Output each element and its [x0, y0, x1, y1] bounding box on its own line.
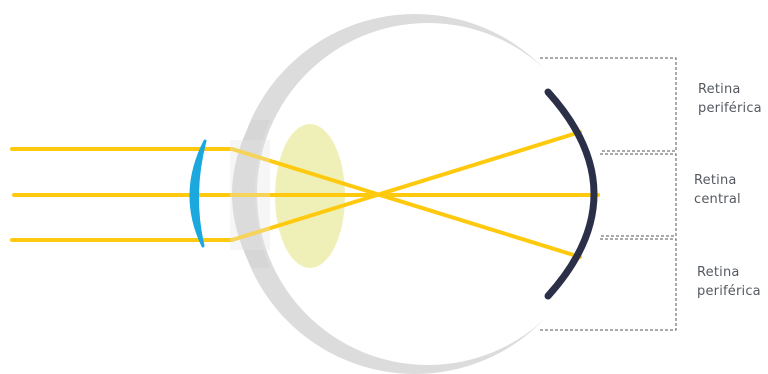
retina-region-markers: [540, 57, 677, 331]
light-rays: [10, 130, 600, 259]
marker-peripheral-top: [540, 57, 677, 152]
label-retina-central-line2: central: [694, 192, 741, 207]
marker-central: [600, 153, 677, 237]
label-retina-peripheral-bottom-line2: periférica: [697, 284, 761, 299]
label-retina-peripheral-top-line1: Retina: [698, 82, 741, 97]
label-retina-peripheral-top-line2: periférica: [698, 101, 762, 116]
contact-lens: [189, 139, 207, 248]
light-ray-bottom-refracted: [230, 130, 582, 242]
label-retina-central: Retina central: [694, 171, 768, 209]
label-retina-central-line1: Retina: [694, 173, 737, 188]
light-ray-top-refracted: [230, 147, 582, 259]
label-retina-peripheral-bottom: Retina periférica: [697, 263, 768, 301]
marker-peripheral-bottom: [540, 238, 677, 331]
label-retina-peripheral-top: Retina periférica: [698, 80, 768, 118]
retina: [544, 88, 598, 300]
label-retina-peripheral-bottom-line1: Retina: [697, 265, 740, 280]
lens-overlay: [230, 140, 270, 250]
